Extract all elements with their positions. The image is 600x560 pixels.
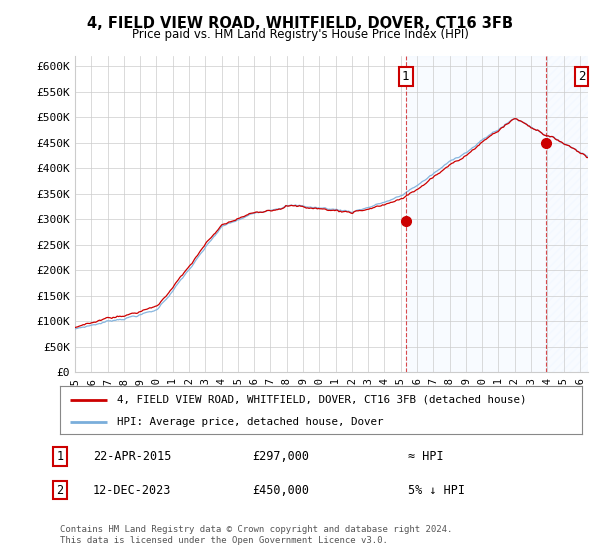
Text: 22-APR-2015: 22-APR-2015 [93,450,172,463]
Text: 4, FIELD VIEW ROAD, WHITFIELD, DOVER, CT16 3FB: 4, FIELD VIEW ROAD, WHITFIELD, DOVER, CT… [87,16,513,31]
Text: Price paid vs. HM Land Registry's House Price Index (HPI): Price paid vs. HM Land Registry's House … [131,28,469,41]
Text: Contains HM Land Registry data © Crown copyright and database right 2024.
This d: Contains HM Land Registry data © Crown c… [60,525,452,545]
Text: 2: 2 [578,70,585,83]
Text: £450,000: £450,000 [252,483,309,497]
Text: HPI: Average price, detached house, Dover: HPI: Average price, detached house, Dove… [118,417,384,427]
Text: 5% ↓ HPI: 5% ↓ HPI [408,483,465,497]
Bar [406,56,547,372]
Text: £297,000: £297,000 [252,450,309,463]
Text: ≈ HPI: ≈ HPI [408,450,443,463]
Text: 4, FIELD VIEW ROAD, WHITFIELD, DOVER, CT16 3FB (detached house): 4, FIELD VIEW ROAD, WHITFIELD, DOVER, CT… [118,395,527,405]
Text: 1: 1 [402,70,410,83]
Text: 1: 1 [56,450,64,463]
Text: 2: 2 [56,483,64,497]
Bar [547,56,588,372]
Bar [547,56,588,372]
Text: 12-DEC-2023: 12-DEC-2023 [93,483,172,497]
